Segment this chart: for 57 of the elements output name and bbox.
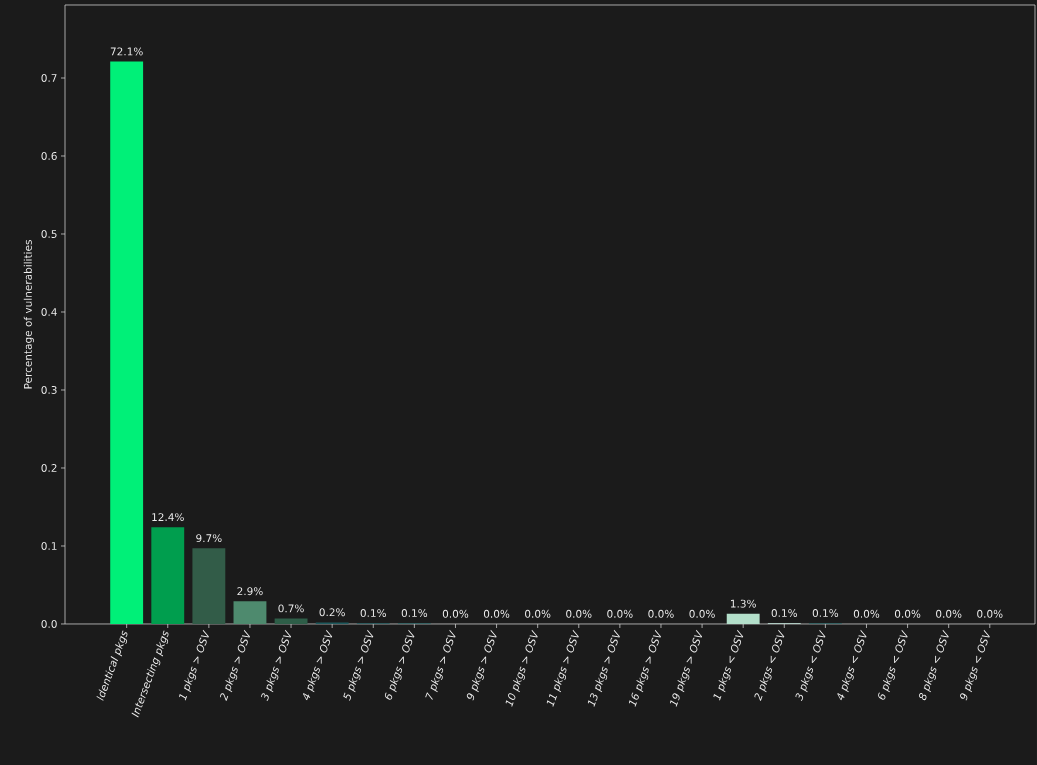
data-label: 1.3% — [730, 599, 756, 608]
x-tick-label: 19 pkgs > OSV — [670, 629, 703, 707]
data-label: 0.0% — [977, 609, 1003, 618]
bar — [192, 548, 226, 624]
x-tick-label: 1 pkgs < OSV — [713, 629, 744, 701]
data-label: 0.1% — [401, 609, 428, 617]
x-tick-label: 16 pkgs > OSV — [628, 629, 661, 707]
data-label: 0.0% — [894, 609, 921, 618]
data-label: 0.1% — [812, 609, 839, 617]
data-label: 0.1% — [771, 609, 798, 617]
data-label: 0.2% — [319, 608, 345, 617]
x-tick-label: 3 pkgs < OSV — [795, 629, 826, 701]
x-tick-label: 4 pkgs < OSV — [837, 629, 867, 701]
y-tick-label: 0.1 — [41, 542, 57, 550]
data-label: 0.0% — [607, 609, 633, 618]
x-tick-label: 9 pkgs < OSV — [960, 629, 990, 701]
x-tick-label: 2 pkgs > OSV — [220, 629, 250, 701]
x-tick-label: 4 pkgs > OSV — [303, 629, 333, 701]
y-tick-label: 0.7 — [41, 74, 57, 82]
x-tick-label: 11 pkgs > OSV — [546, 629, 579, 707]
x-tick-label: 2 pkgs < OSV — [754, 629, 785, 701]
x-tick-label: 7 pkgs > OSV — [425, 629, 456, 701]
bar — [726, 613, 760, 624]
data-label: 0.0% — [648, 609, 674, 618]
x-tick-label: 8 pkgs < OSV — [919, 629, 949, 701]
data-label: 0.0% — [566, 609, 592, 618]
y-axis-title: Percentage of vulnerabilities — [23, 240, 34, 389]
y-tick-label: 0.3 — [41, 386, 57, 394]
y-tick-label: 0.6 — [41, 152, 57, 160]
data-label: 2.9% — [237, 587, 263, 596]
bar — [151, 527, 185, 624]
bar — [110, 61, 144, 624]
x-tick-label: 10 pkgs > OSV — [505, 629, 538, 707]
x-tick-label: 3 pkgs > OSV — [261, 629, 292, 701]
x-tick-label: 5 pkgs > OSV — [343, 629, 374, 701]
x-tick-label: 6 pkgs > OSV — [384, 629, 415, 700]
data-label: 0.0% — [936, 609, 962, 618]
data-label: 0.0% — [483, 609, 510, 618]
data-label: 0.0% — [689, 609, 715, 618]
y-tick-label: 0.2 — [41, 464, 57, 472]
data-label: 0.0% — [442, 609, 469, 618]
bar — [274, 618, 308, 624]
data-label: 0.1% — [360, 609, 387, 617]
x-tick-label: 13 pkgs > OSV — [587, 629, 620, 707]
data-label: 9.7% — [196, 534, 222, 543]
data-label: 0.7% — [278, 604, 304, 613]
data-label: 0.0% — [525, 609, 551, 618]
data-label: 0.0% — [853, 609, 880, 618]
x-tick-label: 9 pkgs > OSV — [466, 629, 497, 701]
data-label: 72.1% — [110, 47, 143, 56]
x-tick-label: 1 pkgs > OSV — [179, 629, 209, 701]
x-tick-label: 6 pkgs < OSV — [878, 629, 908, 700]
y-tick-label: 0.4 — [41, 308, 57, 316]
bar — [233, 601, 267, 624]
data-label: 12.4% — [152, 513, 184, 522]
y-tick-label: 0.5 — [41, 230, 57, 238]
y-tick-label: 0.0 — [41, 620, 57, 628]
